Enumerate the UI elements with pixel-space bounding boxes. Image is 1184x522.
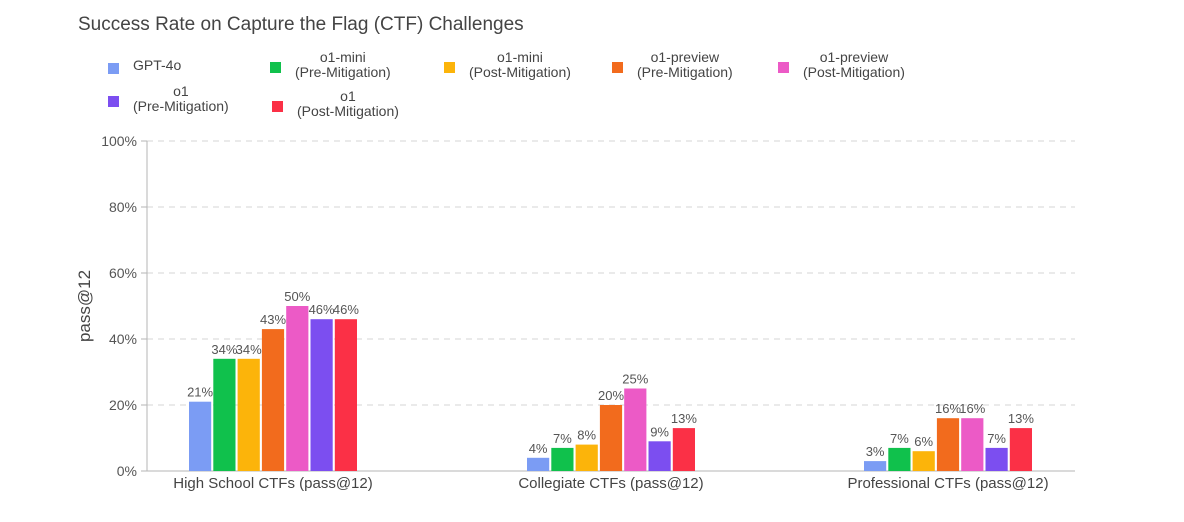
bar: [237, 358, 260, 471]
y-tick-label: 40%: [109, 331, 137, 347]
legend-swatch: [778, 62, 789, 73]
legend-label: GPT-4o: [133, 58, 181, 73]
y-tick-label: 20%: [109, 397, 137, 413]
bar: [936, 418, 960, 471]
data-label: 7%: [553, 431, 572, 446]
data-label: 46%: [333, 302, 359, 317]
legend-swatch: [272, 101, 283, 112]
legend-swatch: [108, 96, 119, 107]
chart-title: Success Rate on Capture the Flag (CTF) C…: [78, 14, 524, 35]
data-label: 7%: [987, 431, 1006, 446]
bar: [985, 447, 1008, 471]
bar: [213, 358, 236, 471]
legend-label-line: (Post-Mitigation): [297, 103, 399, 119]
legend-swatch: [612, 62, 623, 73]
bar: [864, 461, 887, 471]
y-tick-label: 100%: [101, 133, 137, 149]
legend-label-line: o1-mini: [497, 49, 543, 65]
data-label: 13%: [671, 411, 697, 426]
data-label: 7%: [890, 431, 909, 446]
legend-label-line: (Post-Mitigation): [803, 64, 905, 80]
data-label: 34%: [236, 342, 262, 357]
x-tick-label: Professional CTFs (pass@12): [847, 475, 1048, 492]
legend-label: o1 (Post-Mitigation): [297, 89, 399, 119]
bar: [261, 329, 285, 471]
bar: [189, 401, 212, 471]
data-label: 9%: [650, 424, 669, 439]
data-label: 46%: [309, 302, 335, 317]
data-label: 16%: [935, 401, 961, 416]
data-label: 43%: [260, 312, 286, 327]
legend-item: o1-mini (Pre-Mitigation): [270, 50, 391, 80]
legend-label-line: (Pre-Mitigation): [295, 64, 391, 80]
x-tick-label: High School CTFs (pass@12): [173, 475, 372, 492]
bar: [286, 306, 309, 471]
legend-item: o1 (Pre-Mitigation): [108, 84, 229, 114]
legend-label: o1-preview (Post-Mitigation): [803, 50, 905, 80]
x-tick-label: Collegiate CTFs (pass@12): [518, 475, 703, 492]
data-label: 4%: [529, 441, 548, 456]
data-label: 3%: [866, 444, 885, 459]
bar: [624, 388, 647, 471]
bar: [912, 451, 935, 471]
y-tick-label: 60%: [109, 265, 137, 281]
legend-label-line: o1-preview: [650, 49, 720, 65]
legend-item: o1 (Post-Mitigation): [272, 89, 399, 119]
legend-item: o1-mini (Post-Mitigation): [444, 50, 571, 80]
legend-label: o1-mini (Pre-Mitigation): [295, 50, 391, 80]
data-label: 34%: [211, 342, 237, 357]
data-label: 21%: [187, 385, 213, 400]
bar: [672, 428, 695, 471]
legend-item: o1-preview (Post-Mitigation): [778, 50, 905, 80]
bar: [599, 405, 623, 471]
legend-label-line: (Pre-Mitigation): [637, 64, 733, 80]
y-axis-label: pass@12: [75, 270, 94, 342]
legend-label-line: o1: [340, 88, 356, 104]
legend-label: o1-preview (Pre-Mitigation): [637, 50, 733, 80]
legend-label-line: (Pre-Mitigation): [133, 98, 229, 114]
bar: [575, 444, 598, 471]
legend-label-line: o1: [173, 83, 189, 99]
legend-label-line: (Post-Mitigation): [469, 64, 571, 80]
data-label: 6%: [914, 434, 933, 449]
legend-label-line: o1-mini: [319, 49, 366, 65]
bar: [1009, 428, 1032, 471]
data-label: 20%: [598, 388, 624, 403]
legend-label-line: o1-preview: [819, 49, 889, 65]
legend: GPT-4o o1-mini (Pre-Mitigation) o1-mini (Pos…: [0, 0, 1184, 130]
legend-swatch: [270, 62, 281, 73]
bar: [527, 457, 550, 471]
data-label: 16%: [959, 401, 985, 416]
bar: [888, 447, 911, 471]
bar: [551, 447, 574, 471]
bar: [334, 319, 357, 471]
data-label: 8%: [577, 428, 596, 443]
legend-label: o1-mini (Post-Mitigation): [469, 50, 571, 80]
y-tick-label: 80%: [109, 199, 137, 215]
legend-swatch: [444, 62, 455, 73]
data-label: 50%: [284, 289, 310, 304]
data-label: 25%: [622, 372, 648, 387]
bar: [310, 319, 333, 471]
legend-item: GPT-4o: [108, 58, 181, 74]
bar: [961, 418, 984, 471]
y-tick-label: 0%: [117, 463, 137, 479]
data-label: 13%: [1008, 411, 1034, 426]
legend-label: o1 (Pre-Mitigation): [133, 84, 229, 114]
legend-label-line: GPT-4o: [133, 57, 182, 73]
bar: [648, 441, 671, 471]
legend-swatch: [108, 63, 119, 74]
legend-item: o1-preview (Pre-Mitigation): [612, 50, 733, 80]
